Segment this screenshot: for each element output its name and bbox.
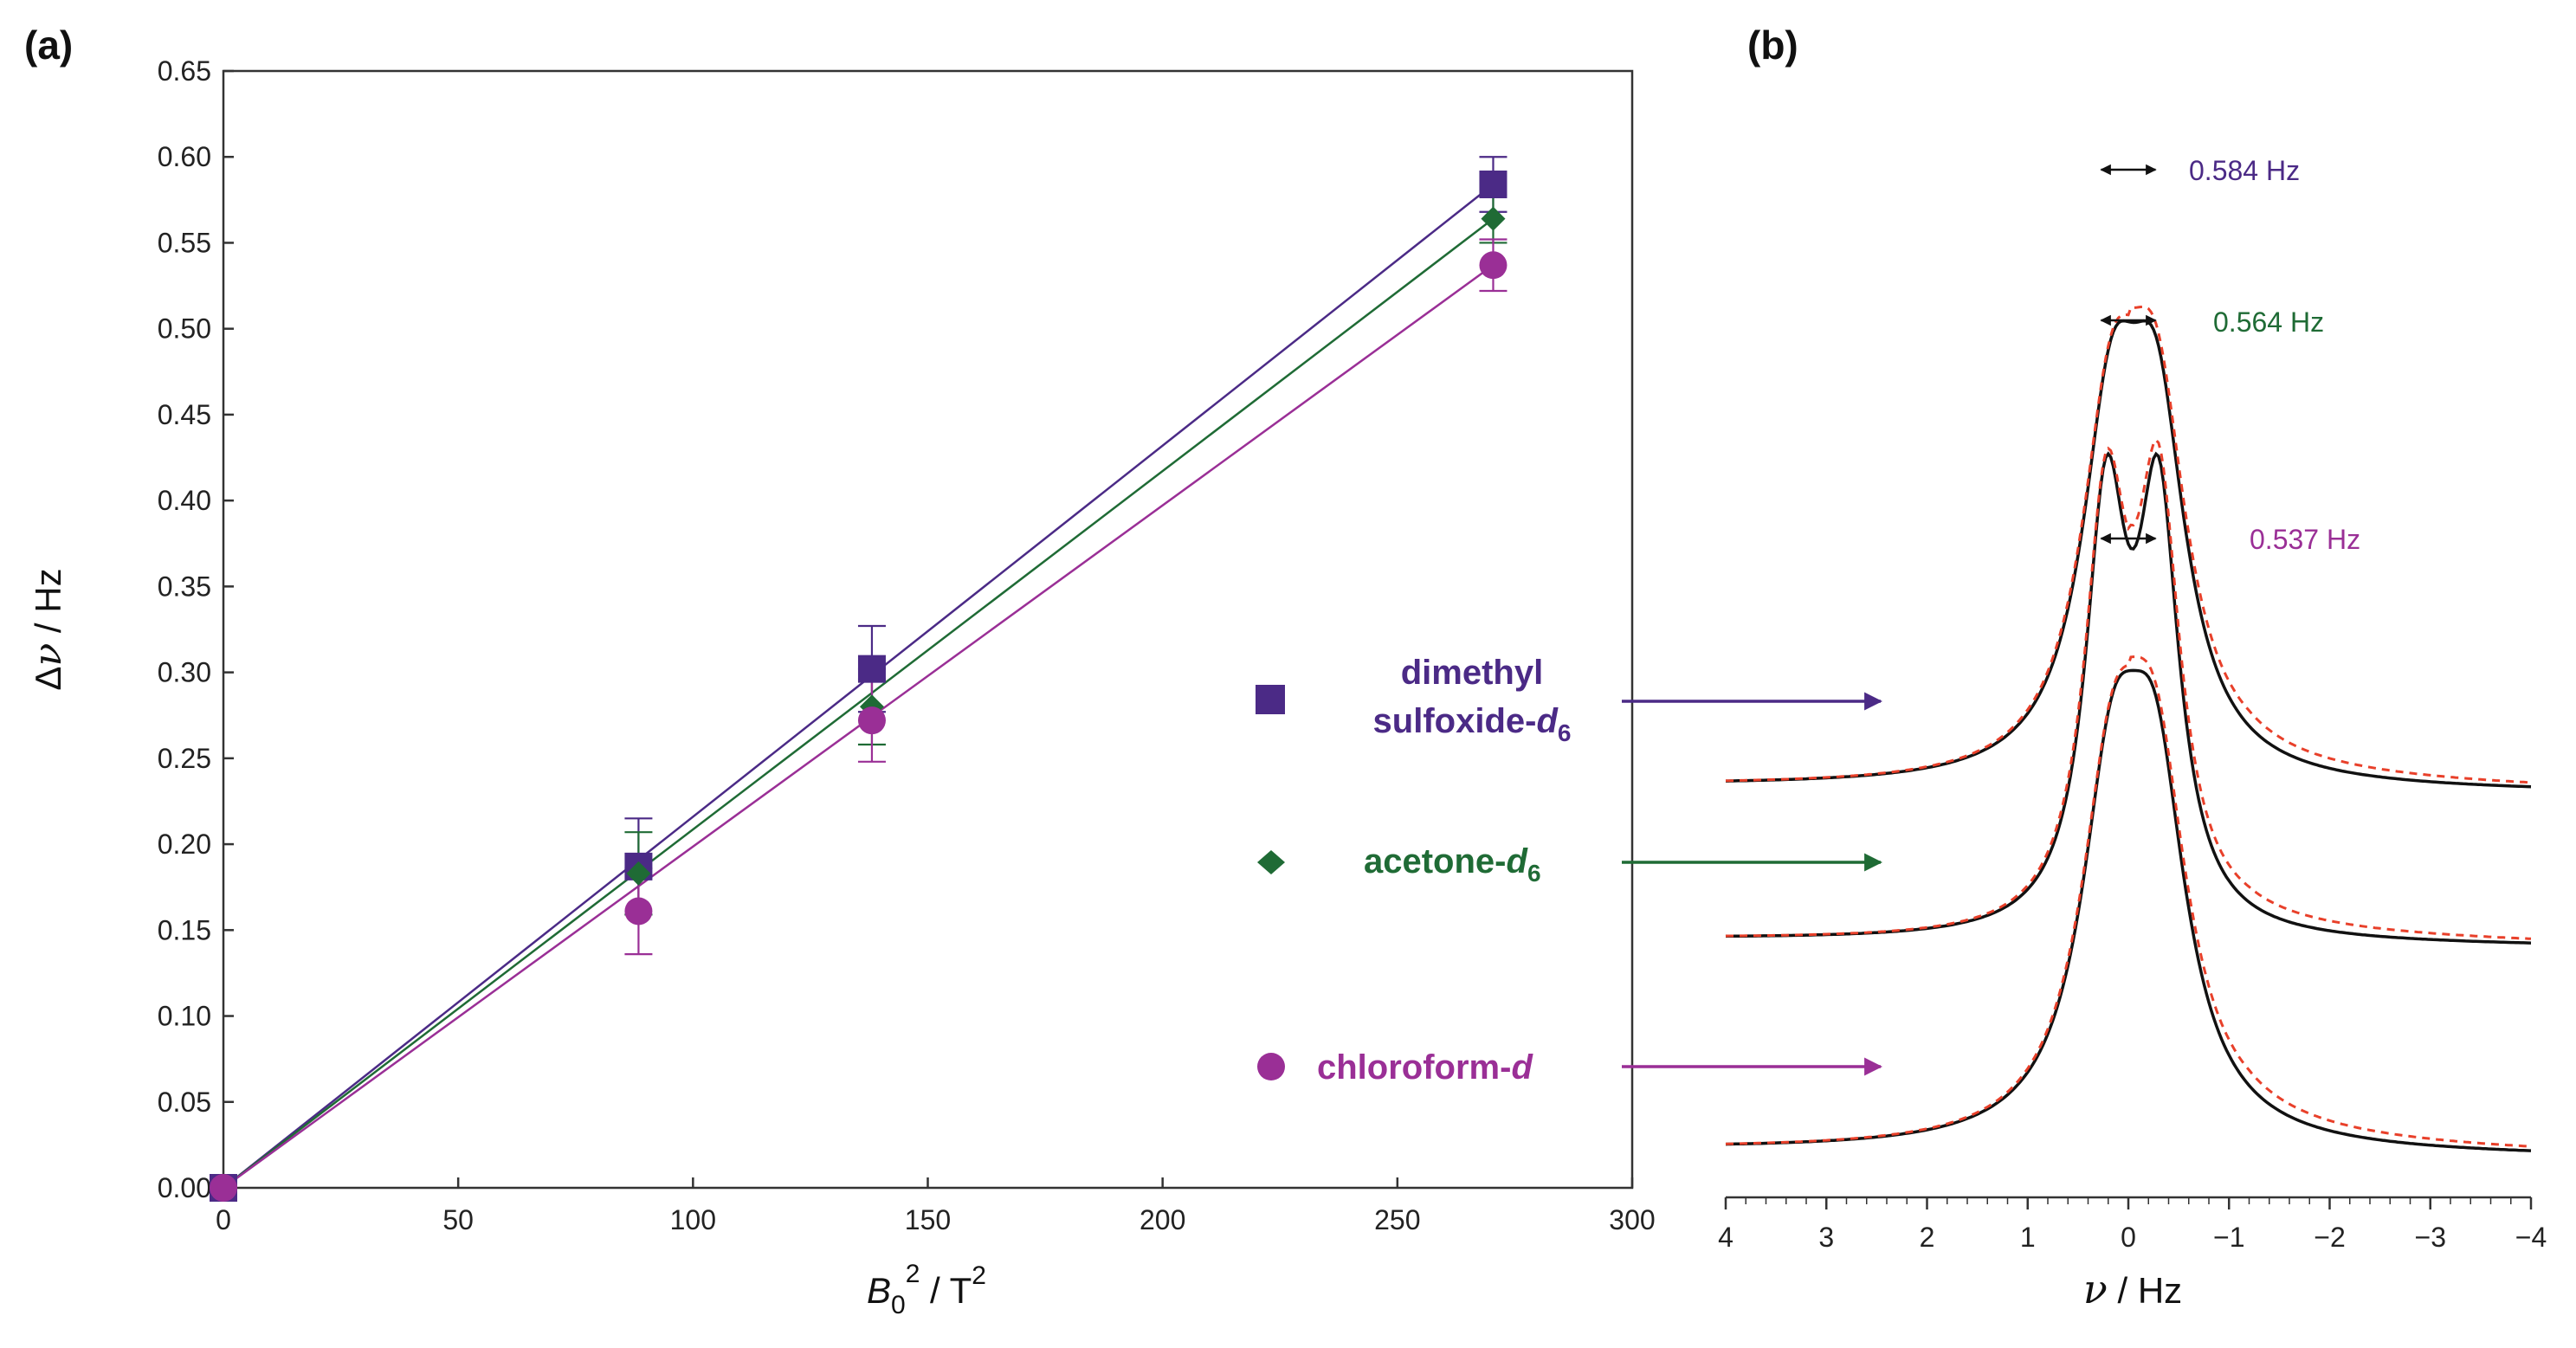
x-tick-label-b: −3 — [2415, 1222, 2446, 1253]
point-dmso — [857, 655, 886, 683]
splitting-label-acetone: 0.564 Hz — [2213, 306, 2324, 338]
error-bars-a — [624, 156, 1508, 956]
x-tick-label-b: 2 — [1920, 1222, 1935, 1253]
x-tick-label: 150 — [905, 1204, 951, 1235]
x-tick-label: 0 — [216, 1204, 231, 1235]
x-tick-label-b: 4 — [1718, 1222, 1733, 1253]
legend-acetone-sub: 6 — [1527, 860, 1541, 887]
data-points-a — [210, 170, 1508, 1202]
y-tick-label: 0.05 — [158, 1087, 211, 1118]
svg-text:Δν / Hz: Δν / Hz — [26, 568, 70, 690]
point-acetone — [626, 861, 651, 886]
legend-dmso-line1: dimethyl — [1401, 654, 1543, 692]
legend-dmso-prefix: sulfoxide- — [1373, 702, 1537, 740]
spectra-b — [1725, 305, 2532, 1152]
fit-line-chloroform — [223, 264, 1495, 1190]
panel-b-label: (b) — [1747, 23, 1798, 68]
spectrum-acetone — [1725, 451, 2532, 945]
y-axis-unit: / Hz — [28, 568, 68, 642]
splitting-label-dmso: 0.584 Hz — [2189, 155, 2300, 186]
x-axis-sup2: 2 — [972, 1261, 986, 1290]
spectrum-dmso — [1726, 319, 2532, 789]
y-tick-label: 0.55 — [158, 227, 211, 258]
x-tick-label: 50 — [442, 1204, 474, 1235]
spectrum-chloroform — [1725, 668, 2532, 1152]
x-ticks-a: 0 50 100 150 200 250 300 — [216, 1177, 1656, 1235]
y-ticks-a: 0.00 0.05 0.10 0.15 0.20 0.25 0.30 0.35 0.40 0.45… — [158, 55, 234, 1203]
x-tick-label-b: 3 — [1818, 1222, 1834, 1253]
x-axis-sub: 0 — [891, 1291, 906, 1319]
legend-marker-acetone — [1257, 850, 1285, 874]
y-tick-label: 0.65 — [158, 55, 211, 87]
x-ticks-b: 4 3 2 1 0 −1 −2 −3 −4 — [1718, 1197, 2547, 1253]
point-chloroform — [210, 1174, 237, 1202]
legend-dmso-sub: 6 — [1558, 719, 1572, 746]
x-axis-sup1: 2 — [906, 1260, 920, 1288]
x-axis-b-unit: / Hz — [2108, 1270, 2182, 1311]
x-tick-label-b: −4 — [2515, 1222, 2547, 1253]
point-dmso — [1479, 170, 1508, 198]
x-axis-label-a: B02 / T2 — [867, 1260, 986, 1319]
panel-a-label: (a) — [24, 23, 73, 68]
y-tick-label: 0.25 — [158, 743, 211, 774]
x-tick-label-b: 0 — [2121, 1222, 2136, 1253]
spectrum-fit-chloroform — [1726, 655, 2532, 1148]
fit-lines-a — [223, 184, 1495, 1190]
y-tick-label: 0.20 — [158, 829, 211, 860]
x-tick-label-b: −1 — [2213, 1222, 2244, 1253]
x-axis-label-b: ν / Hz — [2083, 1266, 2182, 1313]
x-axis-symbol: B — [867, 1270, 891, 1311]
y-axis-var: ν — [26, 643, 70, 667]
legend-marker-chloroform — [1257, 1053, 1285, 1080]
y-tick-label: 0.50 — [158, 313, 211, 345]
legend-dmso-italic: d — [1536, 702, 1559, 740]
spectrum-fit-acetone — [1725, 437, 2532, 940]
x-tick-label: 200 — [1140, 1204, 1185, 1235]
y-tick-label: 0.35 — [158, 571, 211, 602]
legend-dmso-line2: sulfoxide-d6 — [1373, 702, 1572, 746]
y-axis-label: Δν / Hz — [26, 568, 70, 690]
x-tick-label-b: −2 — [2314, 1222, 2345, 1253]
y-tick-label: 0.45 — [158, 399, 211, 430]
legend-chloroform-italic: d — [1511, 1048, 1533, 1087]
y-tick-label: 0.30 — [158, 657, 211, 688]
y-tick-label: 0.60 — [158, 141, 211, 172]
x-tick-label: 100 — [670, 1204, 716, 1235]
y-tick-label: 0.40 — [158, 485, 211, 516]
splitting-markers-b: 0.584 Hz 0.564 Hz 0.537 Hz — [2100, 155, 2360, 555]
y-tick-label: 0.15 — [158, 914, 211, 945]
legend-chloroform: chloroform-d — [1317, 1048, 1533, 1087]
point-chloroform — [1479, 251, 1508, 280]
legend-acetone-italic: d — [1507, 842, 1529, 880]
x-tick-label: 300 — [1609, 1204, 1655, 1235]
legend-chloroform-prefix: chloroform- — [1317, 1048, 1511, 1087]
fit-line-dmso — [223, 184, 1495, 1189]
x-tick-label: 250 — [1374, 1204, 1420, 1235]
point-chloroform — [624, 897, 653, 926]
x-tick-label-b: 1 — [2020, 1222, 2036, 1253]
x-axis-b-var: ν — [2083, 1266, 2108, 1313]
legend-acetone-prefix: acetone- — [1364, 842, 1507, 880]
splitting-label-chloroform: 0.537 Hz — [2250, 524, 2360, 555]
legend-acetone: acetone-d6 — [1364, 842, 1541, 887]
point-chloroform — [857, 706, 886, 735]
y-tick-label: 0.10 — [158, 1001, 211, 1032]
x-axis-mid: / T — [920, 1270, 972, 1311]
legend-marker-dmso — [1256, 685, 1285, 714]
fit-line-acetone — [223, 217, 1495, 1189]
y-tick-label: 0.00 — [158, 1172, 211, 1203]
point-acetone — [1481, 206, 1506, 231]
y-axis-delta: Δ — [28, 667, 68, 691]
